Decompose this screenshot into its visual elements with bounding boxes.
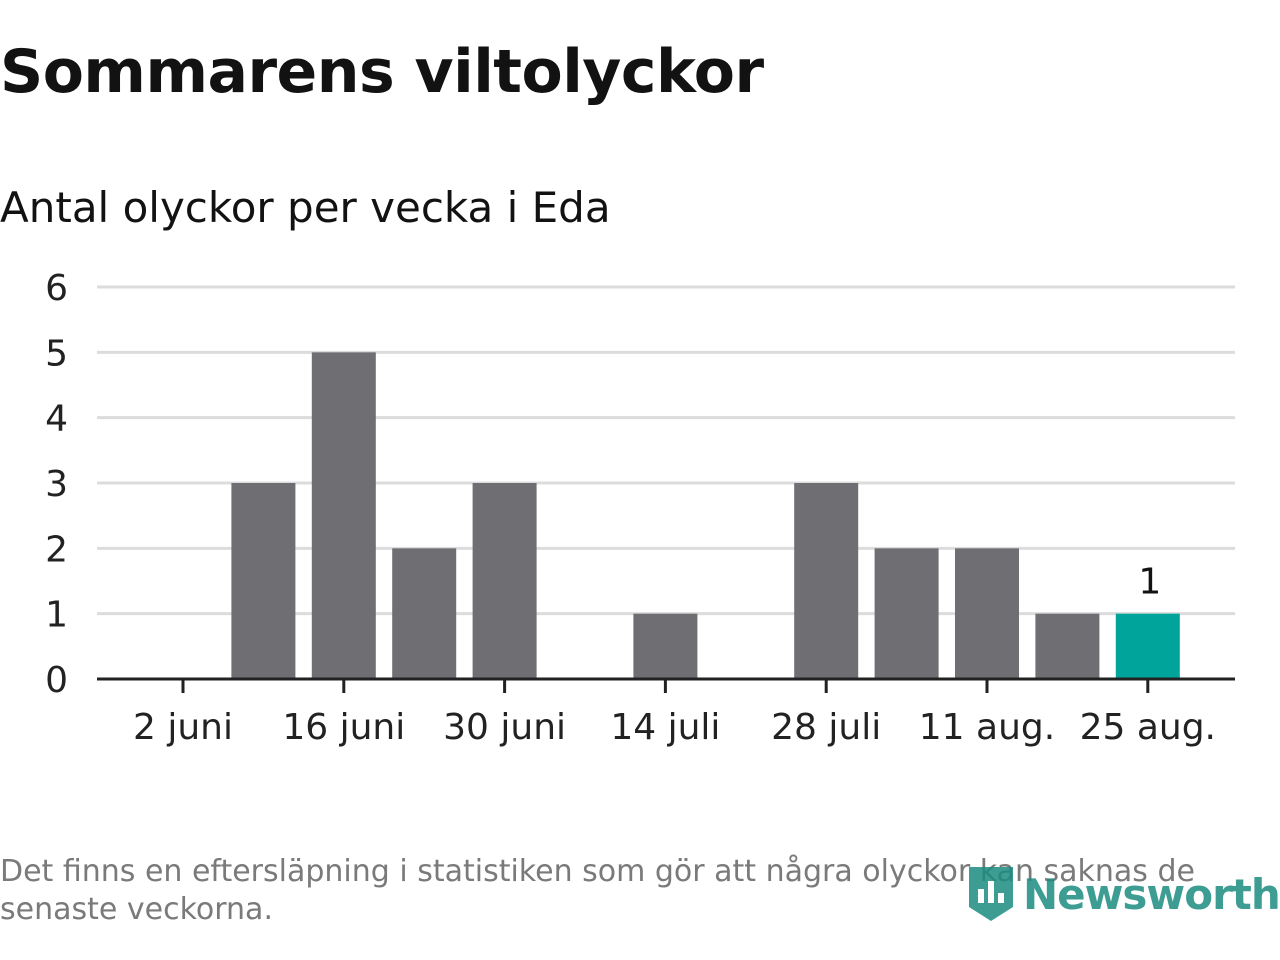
- chart-title: Sommarens viltolyckor: [0, 37, 764, 107]
- y-tick-label: 6: [45, 268, 68, 309]
- bar: [874, 548, 939, 679]
- bar: [392, 548, 457, 679]
- logo-text: Newsworthy: [1023, 869, 1280, 919]
- newsworthy-logo: Newsworthy: [965, 862, 1280, 926]
- bar: [472, 483, 537, 679]
- x-tick-label: 16 juni: [282, 707, 405, 748]
- y-tick-label: 3: [45, 464, 68, 505]
- x-tick-label: 14 juli: [610, 707, 720, 748]
- y-tick-label: 1: [45, 595, 68, 636]
- bar: [231, 483, 296, 679]
- chart-subtitle: Antal olyckor per vecka i Eda: [0, 183, 611, 232]
- x-tick-label: 11 aug.: [919, 707, 1055, 748]
- bar: [1035, 613, 1100, 679]
- y-tick-label: 4: [45, 399, 68, 440]
- y-tick-label: 5: [45, 333, 68, 374]
- bar: [311, 352, 376, 679]
- highlighted-bar: [1115, 613, 1180, 679]
- data-label: 1: [1138, 562, 1161, 603]
- bar: [955, 548, 1019, 679]
- y-tick-label: 2: [45, 529, 68, 570]
- bar: [633, 613, 698, 679]
- x-tick-label: 2 juni: [133, 707, 233, 748]
- y-tick-label: 0: [45, 660, 68, 701]
- x-tick-label: 25 aug.: [1080, 707, 1216, 748]
- x-tick-label: 30 juni: [443, 707, 566, 748]
- newsworthy-logo-icon: [969, 867, 1013, 921]
- x-tick-label: 28 juli: [771, 707, 881, 748]
- bar: [794, 483, 859, 679]
